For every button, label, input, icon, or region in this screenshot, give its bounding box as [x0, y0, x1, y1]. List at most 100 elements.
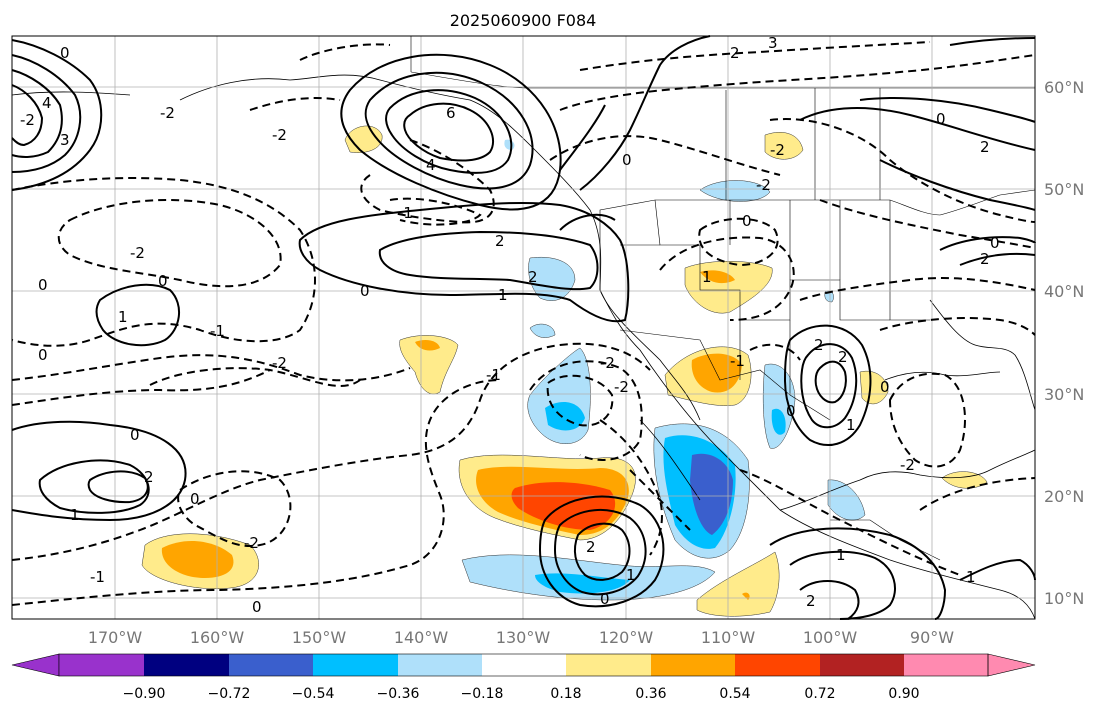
lon-tick-label: 120°W: [599, 628, 654, 647]
colorbar-swatch: [651, 654, 736, 676]
contour-label: -1: [398, 204, 413, 222]
colorbar-swatch: [313, 654, 398, 676]
colorbar-extend-min: [11, 653, 60, 677]
contour-labels-layer: 0 2 -2 4 3 -2 -2 6 4 -1 2 0 1 2 0 -2 0 0…: [20, 34, 1000, 616]
contour-label: 4: [426, 156, 436, 174]
colorbar-tick-label: −0.18: [461, 686, 504, 702]
colorbar-tick-label: 0.18: [550, 686, 581, 702]
contour-label: -2: [756, 176, 771, 194]
negative-anomaly-shade: [528, 257, 576, 301]
contour-label: 3: [768, 34, 778, 52]
contour-label: -2: [130, 244, 145, 262]
colorbar-tick-label: −0.72: [208, 686, 251, 702]
colorbar-tick-label: 0.54: [719, 686, 750, 702]
contour-label: 1: [498, 286, 508, 304]
contour-label: 0: [880, 378, 890, 396]
contour-label: 3: [60, 131, 70, 149]
lon-tick-label: 140°W: [394, 628, 449, 647]
negative-anomaly-shade: [690, 453, 733, 535]
colorbar-tick-label: −0.54: [292, 686, 335, 702]
colorbar-swatch: [820, 654, 905, 676]
contour-label: -2: [272, 354, 287, 372]
contour-label: 0: [786, 402, 796, 420]
contour-label: 1: [118, 308, 128, 326]
positive-anomaly-shade: [399, 335, 459, 395]
contour-label: 2: [806, 592, 816, 610]
contour-label: 2: [730, 44, 740, 62]
contour-label: 0: [622, 151, 632, 169]
positive-anomaly-shade: [859, 370, 889, 405]
contour-label: 1: [846, 416, 856, 434]
contour-label: 1: [702, 268, 712, 286]
negative-anomaly-shade: [762, 363, 796, 449]
contour-label: -2: [770, 141, 785, 159]
contour-label: 0: [742, 212, 752, 230]
contour-label: 0: [38, 346, 48, 364]
contour-label: 0: [360, 282, 370, 300]
contour-label: 2: [144, 468, 154, 486]
negative-anomaly-shade: [535, 573, 630, 594]
contour-label: 2: [495, 232, 505, 250]
contour-label: 0: [252, 598, 262, 616]
contour-label: -2: [244, 534, 259, 552]
contour-label: 2: [980, 250, 990, 268]
contour-label: 0: [990, 234, 1000, 252]
contour-label: -2: [600, 354, 615, 372]
lon-tick-label: 90°W: [910, 628, 954, 647]
lat-tick-label: 20°N: [1044, 487, 1084, 506]
contour-label: 1: [70, 506, 80, 524]
gridlines-layer: [12, 36, 1035, 619]
negative-anomaly-shade: [827, 479, 866, 521]
colorbar-swatch: [398, 654, 483, 676]
contour-label: 2: [528, 268, 538, 286]
colorbar-swatch: [735, 654, 820, 676]
lat-tick-label: 10°N: [1044, 589, 1084, 608]
contour-label: -2: [900, 456, 915, 474]
contour-label: -2: [160, 104, 175, 122]
lon-tick-label: 110°W: [701, 628, 756, 647]
colorbar-tick-label: −0.36: [377, 686, 420, 702]
lon-tick-label: 160°W: [190, 628, 245, 647]
negative-anomaly-shade: [545, 402, 585, 431]
positive-anomaly-shade: [696, 551, 780, 617]
contour-label: 4: [42, 94, 52, 112]
contour-label: 0: [60, 44, 70, 62]
lon-tick-labels: 170°W 160°W 150°W 140°W 130°W 120°W 110°…: [88, 628, 954, 647]
contour-label: 2: [838, 348, 848, 366]
positive-anomaly-shade: [941, 471, 988, 489]
colorbar-swatch: [904, 654, 989, 676]
lat-tick-labels: 10°N 20°N 30°N 40°N 50°N 60°N: [1044, 78, 1084, 608]
contour-label: -1: [210, 322, 225, 340]
negative-anomaly-shade: [699, 180, 771, 202]
contour-label: 0: [190, 490, 200, 508]
colorbar-tick-label: 0.90: [888, 686, 919, 702]
positive-contours-layer: [11, 35, 1036, 620]
negative-anomaly-shade: [771, 408, 786, 435]
colorbar-tick-label: 0.36: [635, 686, 666, 702]
contour-label: 2: [586, 538, 596, 556]
contour-label: -1: [730, 352, 745, 370]
contour-label: 0: [38, 276, 48, 294]
contour-label: -2: [272, 126, 287, 144]
lat-tick-label: 60°N: [1044, 78, 1084, 97]
positive-anomaly-shade: [161, 540, 234, 578]
contour-label: 0: [130, 426, 140, 444]
negative-contours-layer: [11, 41, 1036, 606]
colorbar: −0.90 −0.72 −0.54 −0.36 −0.18 0.18 0.36 …: [11, 653, 1036, 702]
map-panel: 0 2 -2 4 3 -2 -2 6 4 -1 2 0 1 2 0 -2 0 0…: [11, 34, 1036, 620]
contour-label: -2: [614, 378, 629, 396]
lat-tick-label: 40°N: [1044, 282, 1084, 301]
contour-label: -1: [90, 568, 105, 586]
chart-title: 2025060900 F084: [450, 11, 597, 30]
colorbar-swatch: [482, 654, 567, 676]
positive-anomaly-shade: [700, 270, 735, 284]
colorbar-swatch: [229, 654, 314, 676]
lon-tick-label: 100°W: [803, 628, 858, 647]
contour-label: 0: [158, 272, 168, 290]
colorbar-tick-label: −0.90: [123, 686, 166, 702]
contour-label: 1: [836, 546, 846, 564]
contour-label: -1: [486, 366, 501, 384]
lon-tick-label: 170°W: [88, 628, 143, 647]
lat-tick-label: 30°N: [1044, 385, 1084, 404]
contour-label: 0: [936, 110, 946, 128]
